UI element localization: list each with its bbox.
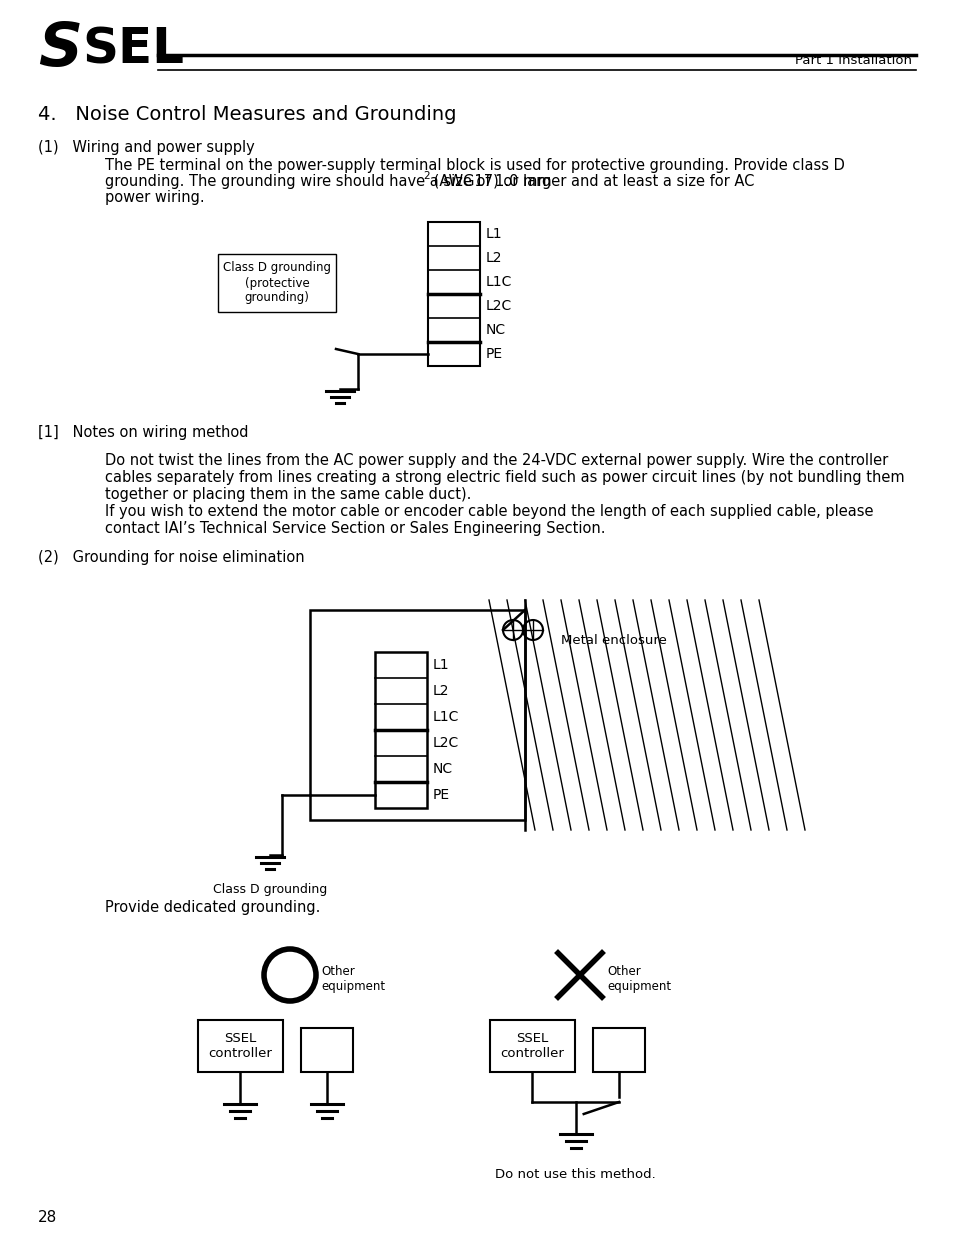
Text: Do not use this method.: Do not use this method. xyxy=(495,1168,656,1181)
Text: L2C: L2C xyxy=(485,299,512,312)
Text: Do not twist the lines from the AC power supply and the 24-VDC external power su: Do not twist the lines from the AC power… xyxy=(105,453,887,468)
Text: L1: L1 xyxy=(485,227,502,241)
Text: L1C: L1C xyxy=(485,275,512,289)
Text: SEL: SEL xyxy=(82,26,184,74)
Bar xyxy=(218,254,335,312)
Text: Other
equipment: Other equipment xyxy=(606,965,670,993)
Text: L2C: L2C xyxy=(433,736,458,750)
Text: 28: 28 xyxy=(38,1210,57,1225)
Text: Class D grounding: Class D grounding xyxy=(213,883,327,897)
Bar xyxy=(310,610,524,820)
Text: contact IAI’s Technical Service Section or Sales Engineering Section.: contact IAI’s Technical Service Section … xyxy=(105,521,605,536)
Text: NC: NC xyxy=(433,762,453,776)
Text: SSEL
controller: SSEL controller xyxy=(500,1032,564,1060)
Text: cables separately from lines creating a strong electric field such as power circ: cables separately from lines creating a … xyxy=(105,471,903,485)
Bar xyxy=(593,1028,644,1072)
Text: L2: L2 xyxy=(433,684,449,698)
Text: 4.   Noise Control Measures and Grounding: 4. Noise Control Measures and Grounding xyxy=(38,105,456,124)
Text: together or placing them in the same cable duct).: together or placing them in the same cab… xyxy=(105,487,471,501)
Text: PE: PE xyxy=(433,788,450,802)
Bar xyxy=(198,1020,283,1072)
Text: (1)   Wiring and power supply: (1) Wiring and power supply xyxy=(38,140,254,156)
Text: 2: 2 xyxy=(422,170,429,182)
Bar xyxy=(490,1020,575,1072)
Bar xyxy=(428,222,479,366)
Text: L2: L2 xyxy=(485,251,502,266)
Text: S: S xyxy=(38,20,82,79)
Text: The PE terminal on the power-supply terminal block is used for protective ground: The PE terminal on the power-supply term… xyxy=(105,158,844,173)
Text: grounding. The grounding wire should have a size of 1.0 mm: grounding. The grounding wire should hav… xyxy=(105,174,551,189)
Text: Provide dedicated grounding.: Provide dedicated grounding. xyxy=(105,900,320,915)
Text: SSEL
controller: SSEL controller xyxy=(209,1032,273,1060)
Text: If you wish to extend the motor cable or encoder cable beyond the length of each: If you wish to extend the motor cable or… xyxy=(105,504,873,519)
Text: power wiring.: power wiring. xyxy=(105,190,204,205)
Text: (AWG17) or larger and at least a size for AC: (AWG17) or larger and at least a size fo… xyxy=(429,174,754,189)
Bar xyxy=(301,1028,353,1072)
Text: (2)   Grounding for noise elimination: (2) Grounding for noise elimination xyxy=(38,550,304,564)
Text: [1]   Notes on wiring method: [1] Notes on wiring method xyxy=(38,425,248,440)
Text: Metal enclosure: Metal enclosure xyxy=(560,634,666,646)
Text: Class D grounding
(protective
grounding): Class D grounding (protective grounding) xyxy=(223,262,331,305)
Bar xyxy=(375,652,427,808)
Text: Other
equipment: Other equipment xyxy=(320,965,385,993)
Text: NC: NC xyxy=(485,324,506,337)
Text: PE: PE xyxy=(485,347,502,361)
Text: L1: L1 xyxy=(433,658,449,672)
Text: L1C: L1C xyxy=(433,710,459,724)
Text: Part 1 Installation: Part 1 Installation xyxy=(794,53,911,67)
